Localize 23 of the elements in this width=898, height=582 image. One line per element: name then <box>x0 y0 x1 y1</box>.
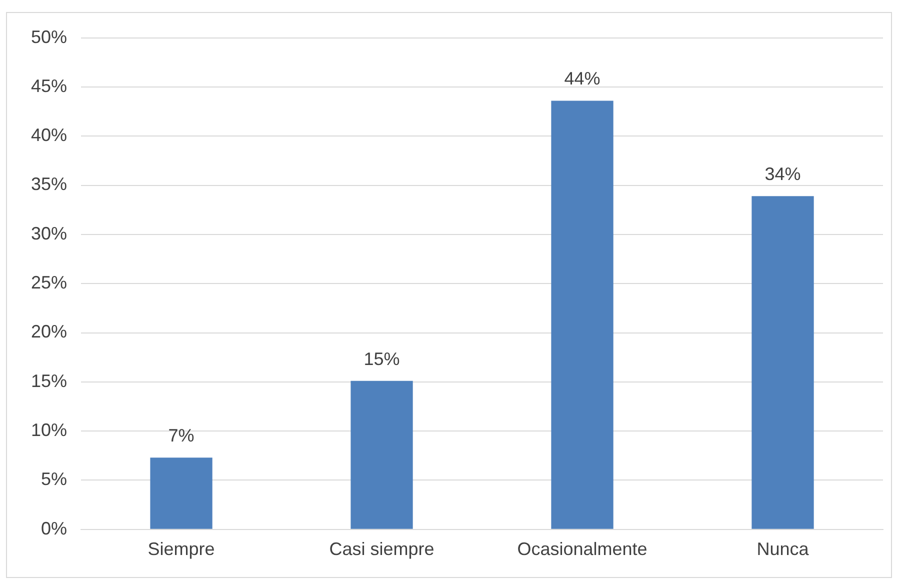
y-tick-label: 5% <box>41 469 68 490</box>
x-tick-label: Nunca <box>756 539 810 560</box>
x-tick-label: Ocasionalmente <box>517 539 648 560</box>
x-tick-label: Casi siempre <box>329 539 434 560</box>
y-tick-label: 15% <box>30 370 68 391</box>
data-label: 44% <box>564 68 600 89</box>
bar <box>150 458 212 529</box>
y-tick-label: 40% <box>30 125 68 146</box>
y-tick-label: 35% <box>30 174 68 194</box>
bar <box>752 196 814 529</box>
data-label: 15% <box>364 348 400 369</box>
data-label: 34% <box>764 164 801 184</box>
bar <box>551 100 614 529</box>
y-tick-label: 50% <box>30 26 68 47</box>
y-tick-label: 20% <box>30 322 68 342</box>
y-tick-label: 30% <box>30 223 68 244</box>
data-label: 7% <box>168 426 194 446</box>
y-tick-label: 45% <box>30 76 68 96</box>
y-tick-label: 10% <box>30 420 68 440</box>
bar <box>350 380 413 529</box>
y-tick-label: 25% <box>30 272 68 293</box>
x-tick-label: Siempre <box>148 539 215 560</box>
y-tick-label: 0% <box>41 518 68 538</box>
